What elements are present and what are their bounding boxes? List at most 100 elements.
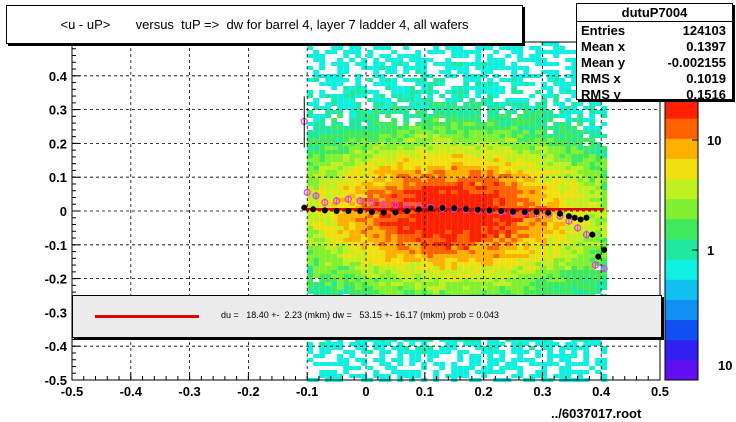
heat-cell: [577, 338, 584, 342]
heat-cell: [487, 170, 494, 174]
heat-cell: [565, 154, 572, 158]
heat-cell: [535, 374, 542, 378]
heat-cell: [409, 350, 416, 354]
heat-cell: [559, 346, 566, 350]
heat-cell: [349, 290, 356, 294]
heat-cell: [571, 182, 578, 186]
heat-cell: [493, 338, 500, 342]
heat-cell: [313, 130, 320, 134]
heat-cell: [373, 154, 380, 158]
heat-cell: [433, 122, 440, 126]
heat-cell: [595, 274, 602, 278]
heat-cell: [325, 138, 332, 142]
heat-cell: [553, 242, 560, 246]
heat-cell: [409, 238, 416, 242]
heat-cell: [499, 274, 506, 278]
heat-cell: [385, 282, 392, 286]
heat-cell: [547, 134, 554, 138]
magenta-point: [303, 188, 311, 197]
heat-cell: [547, 242, 554, 246]
heat-cell: [427, 74, 434, 78]
black-point: [601, 246, 608, 253]
heat-cell: [547, 182, 554, 186]
heat-cell: [403, 222, 410, 226]
heat-cell: [439, 234, 446, 238]
heat-cell: [511, 358, 518, 362]
heat-cell: [313, 262, 320, 266]
heat-cell: [541, 62, 548, 66]
heat-cell: [373, 274, 380, 278]
heat-cell: [355, 126, 362, 130]
heat-cell: [565, 270, 572, 274]
heat-cell: [355, 290, 362, 294]
heat-cell: [325, 162, 332, 166]
heat-cell: [559, 174, 566, 178]
heat-cell: [451, 150, 458, 154]
heat-cell: [487, 358, 494, 362]
heat-cell: [439, 50, 446, 54]
heat-cell: [493, 274, 500, 278]
heat-cell: [385, 234, 392, 238]
heat-cell: [433, 222, 440, 226]
heat-cell: [535, 106, 542, 110]
heat-cell: [565, 50, 572, 54]
heat-cell: [535, 122, 542, 126]
heat-cell: [349, 194, 356, 198]
heat-cell: [583, 178, 590, 182]
heat-cell: [487, 182, 494, 186]
heat-cell: [391, 230, 398, 234]
heat-cell: [343, 50, 350, 54]
heat-cell: [559, 170, 566, 174]
heat-cell: [601, 258, 608, 262]
heat-cell: [475, 150, 482, 154]
heat-cell: [319, 182, 326, 186]
heat-cell: [415, 350, 422, 354]
heat-cell: [343, 178, 350, 182]
heat-cell: [397, 230, 404, 234]
heat-cell: [523, 170, 530, 174]
heat-cell: [421, 134, 428, 138]
heat-cell: [439, 226, 446, 230]
heat-cell: [415, 170, 422, 174]
heat-cell: [397, 350, 404, 354]
heat-cell: [307, 142, 314, 146]
heat-cell: [391, 366, 398, 370]
heat-cell: [493, 286, 500, 290]
heat-cell: [445, 118, 452, 122]
heat-cell: [577, 250, 584, 254]
heat-cell: [553, 274, 560, 278]
heat-cell: [373, 210, 380, 214]
heat-cell: [583, 270, 590, 274]
heat-cell: [361, 226, 368, 230]
heat-cell: [457, 142, 464, 146]
heat-cell: [595, 230, 602, 234]
heat-cell: [415, 102, 422, 106]
heat-cell: [475, 142, 482, 146]
heat-cell: [487, 270, 494, 274]
heat-cell: [427, 262, 434, 266]
heat-cell: [403, 146, 410, 150]
heat-cell: [331, 286, 338, 290]
heat-cell: [541, 222, 548, 226]
heat-cell: [313, 74, 320, 78]
heat-cell: [559, 110, 566, 114]
heat-cell: [553, 62, 560, 66]
heat-cell: [601, 278, 608, 282]
heat-cell: [601, 194, 608, 198]
heat-cell: [589, 278, 596, 282]
heat-cell: [313, 138, 320, 142]
heat-cell: [457, 182, 464, 186]
heat-cell: [451, 282, 458, 286]
heat-cell: [571, 346, 578, 350]
heat-cell: [577, 230, 584, 234]
heat-cell: [523, 118, 530, 122]
heat-cell: [493, 246, 500, 250]
heat-cell: [313, 158, 320, 162]
heat-cell: [565, 286, 572, 290]
magenta-point: [344, 195, 352, 203]
heat-cell: [385, 78, 392, 82]
x-tick-label: -0.4: [120, 384, 143, 399]
heat-cell: [355, 86, 362, 90]
heat-cell: [391, 118, 398, 122]
heat-cell: [307, 54, 314, 58]
